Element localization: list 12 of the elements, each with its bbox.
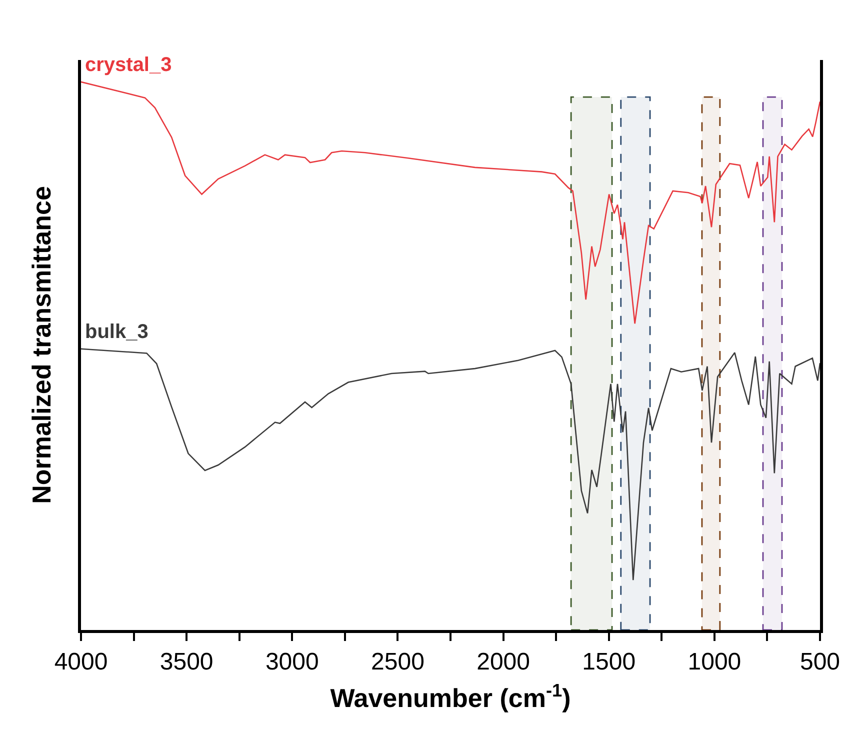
series-label: crystal_3 — [85, 54, 172, 76]
x-tick-label: 2000 — [476, 648, 530, 676]
x-tick-label: 2500 — [371, 648, 424, 676]
x-tick-label: 4000 — [54, 648, 108, 676]
x-axis-title: Wavenumber (cm$^{-1}$) — [330, 680, 571, 714]
y-axis-title: Normalized transmittance — [26, 186, 57, 504]
x-tick-label: 3500 — [160, 648, 214, 676]
x-tick-label: 1000 — [688, 648, 742, 676]
x-tick-label: 3000 — [265, 648, 319, 676]
x-tick-label: 1500 — [582, 648, 636, 676]
series-label: bulk_3 — [85, 321, 148, 343]
x-tick-label: 500 — [800, 648, 840, 676]
